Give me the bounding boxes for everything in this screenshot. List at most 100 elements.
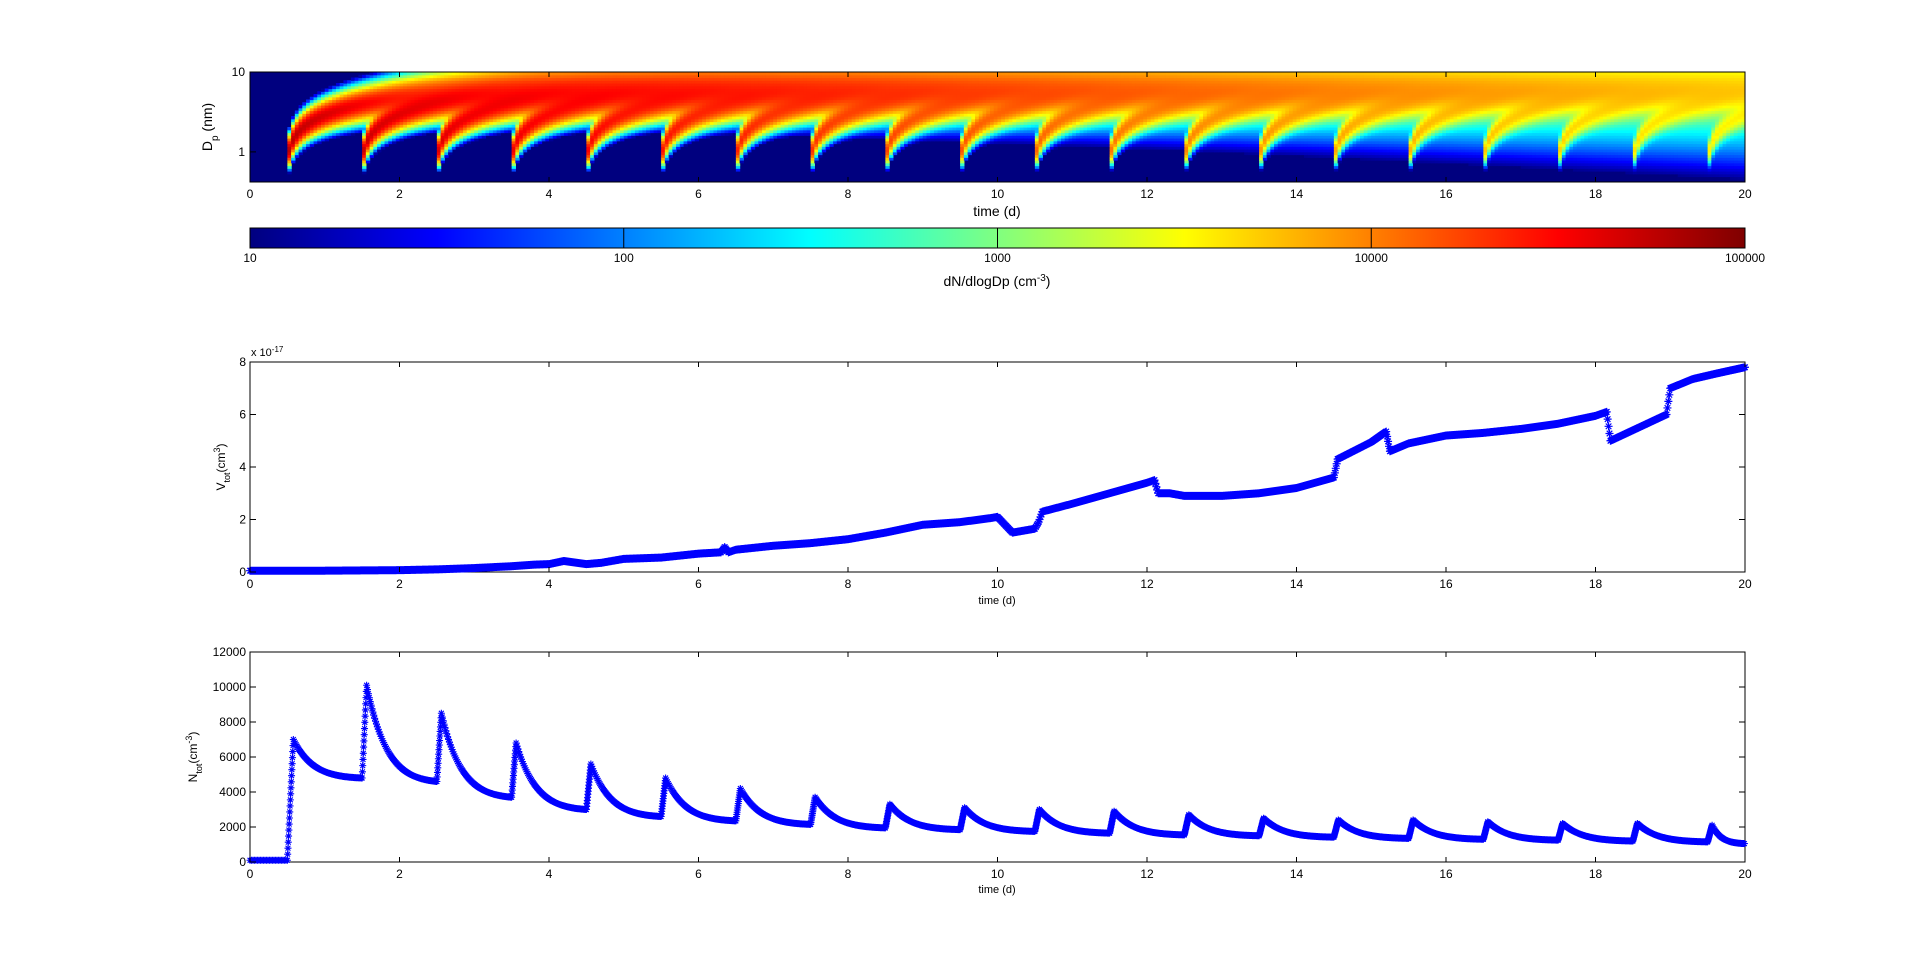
heatmap-cell — [892, 116, 898, 120]
heatmap-cell — [836, 102, 842, 106]
heatmap-cell — [623, 83, 629, 87]
heatmap-cell — [440, 72, 445, 76]
heatmap-cell — [664, 151, 670, 156]
heatmap-cell — [440, 160, 445, 164]
heatmap-cell — [369, 72, 374, 76]
heatmap-cell — [717, 107, 722, 112]
heatmap-cell — [933, 124, 939, 128]
heatmap-cell — [900, 96, 905, 101]
heatmap-cell — [309, 140, 315, 145]
heatmap-cell — [907, 110, 913, 114]
heatmap-cell — [919, 74, 924, 79]
heatmap-cell — [829, 140, 834, 145]
heatmap-cell — [840, 91, 845, 95]
heatmap-cell — [956, 138, 961, 142]
heatmap-cell — [485, 121, 490, 125]
heatmap-cell — [709, 88, 715, 92]
heatmap-cell — [392, 135, 397, 139]
heatmap-cell — [709, 74, 715, 79]
heatmap-cell — [362, 85, 367, 90]
heatmap-cell — [739, 132, 744, 136]
heatmap-cell — [915, 132, 920, 136]
heatmap-cell — [646, 96, 651, 101]
heatmap-cell — [291, 124, 296, 128]
heatmap-cell — [896, 107, 901, 112]
heatmap-cell — [896, 91, 901, 95]
heatmap-cell — [317, 129, 322, 134]
heatmap-cell — [530, 88, 535, 92]
heatmap-cell — [519, 149, 524, 153]
heatmap-cell — [750, 140, 756, 145]
heatmap-cell — [309, 124, 315, 128]
heatmap-cell — [324, 121, 330, 125]
heatmap-cell — [350, 80, 356, 84]
heatmap-cell — [956, 116, 961, 120]
heatmap-cell — [967, 88, 972, 92]
heatmap-cell — [937, 138, 943, 142]
heatmap-cell — [754, 110, 759, 114]
heatmap-cell — [956, 113, 961, 117]
heatmap-cell — [892, 88, 898, 92]
heatmap-cell — [620, 132, 625, 136]
heatmap-cell — [605, 94, 610, 98]
heatmap-cell — [679, 143, 685, 147]
heatmap-cell — [620, 129, 625, 134]
heatmap-cell — [694, 110, 700, 114]
heatmap-cell — [978, 72, 984, 76]
heatmap-cell — [676, 99, 681, 103]
heatmap-cell — [982, 143, 987, 147]
heatmap-cell — [661, 146, 666, 150]
heatmap-cell — [563, 94, 569, 98]
heatmap-cell — [380, 94, 386, 98]
heatmap-cell — [500, 102, 505, 106]
heatmap-cell — [362, 116, 367, 120]
heatmap-cell — [926, 77, 931, 81]
heatmap-cell — [324, 138, 330, 142]
heatmap-cell — [825, 140, 830, 145]
heatmap-cell — [403, 99, 408, 103]
heatmap-cell — [664, 127, 670, 131]
heatmap-cell — [713, 113, 718, 117]
heatmap-cell — [926, 96, 931, 101]
heatmap-cell — [586, 140, 591, 145]
heatmap-cell — [377, 107, 382, 112]
heatmap-cell — [549, 118, 554, 123]
heatmap-cell — [870, 91, 875, 95]
heatmap-cell — [590, 85, 595, 90]
heatmap-cell — [477, 121, 483, 125]
heatmap-cell — [661, 165, 666, 169]
heatmap-cell — [429, 99, 434, 103]
heatmap-cell — [440, 135, 445, 139]
heatmap-cell — [429, 96, 434, 101]
heatmap-cell — [433, 74, 438, 79]
heatmap-cell — [1004, 127, 1010, 131]
heatmap-cell — [433, 77, 438, 81]
heatmap-cell — [388, 138, 393, 142]
heatmap-cell — [395, 118, 401, 123]
heatmap-cell — [496, 129, 502, 134]
heatmap-cell — [709, 110, 715, 114]
heatmap-cell — [601, 135, 606, 139]
heatmap-cell — [302, 110, 307, 114]
heatmap-cell — [638, 91, 644, 95]
heatmap-cell — [848, 85, 853, 90]
heatmap-cell — [978, 118, 984, 123]
heatmap-cell — [851, 94, 857, 98]
heatmap-cell — [694, 113, 700, 117]
heatmap-cell — [537, 121, 543, 125]
heatmap-cell — [575, 107, 580, 112]
heatmap-cell — [679, 102, 685, 106]
heatmap-cell — [380, 116, 386, 120]
heatmap-cell — [885, 105, 890, 109]
heatmap-cell — [646, 121, 651, 125]
heatmap-cell — [885, 138, 890, 142]
heatmap-cell — [511, 99, 516, 103]
heatmap-cell — [806, 129, 812, 134]
heatmap-cell — [578, 94, 584, 98]
heatmap-cell — [545, 94, 550, 98]
heatmap-cell — [1012, 107, 1017, 112]
heatmap-cell — [859, 72, 864, 76]
heatmap-cell — [739, 91, 744, 95]
heatmap-cell — [534, 138, 539, 142]
heatmap-cell — [836, 85, 842, 90]
